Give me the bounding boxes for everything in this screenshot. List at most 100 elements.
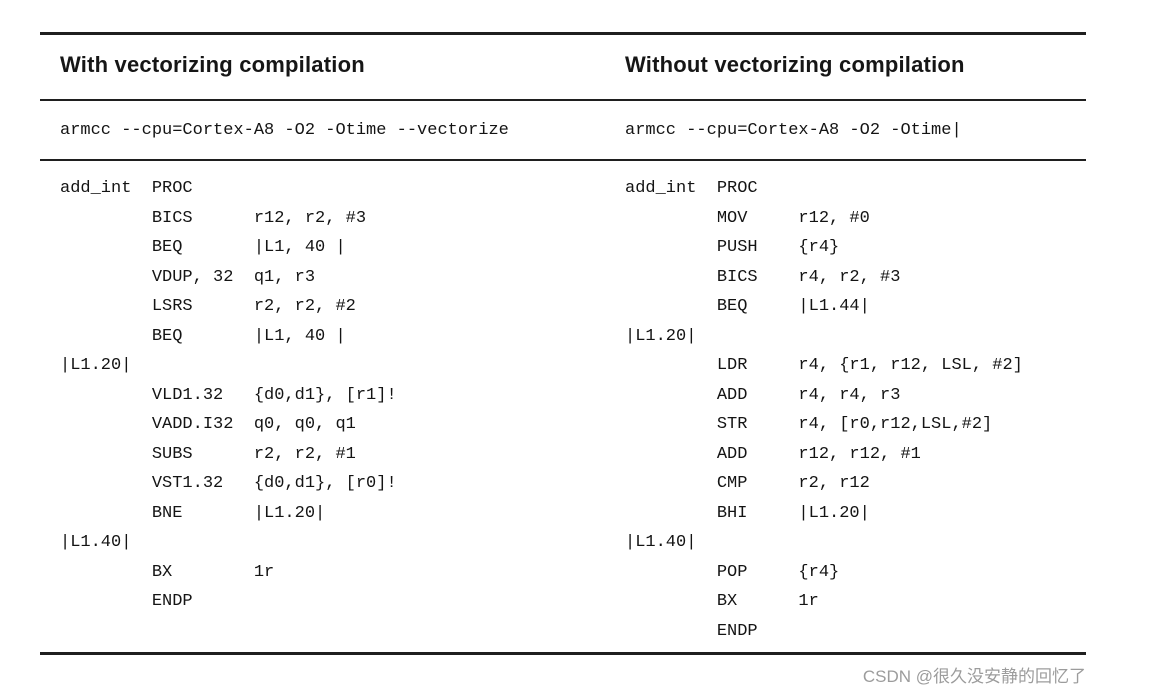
text-cursor: |: [951, 121, 962, 140]
code-mnemonic: CMP: [716, 474, 748, 494]
compiler-command-text: armcc --cpu=Cortex-A8 -O2 -Otime: [625, 121, 952, 140]
code-mnemonic: BEQ: [716, 297, 748, 317]
rule-below-commands: [40, 159, 1086, 161]
code-line: BX 1r: [60, 558, 397, 588]
code-line: BEQ |L1.44|: [625, 292, 1023, 322]
code-mnemonic: VDUP, 32: [151, 267, 234, 287]
code-mnemonic: STR: [716, 415, 748, 435]
code-line: VADD.I32 q0, q0, q1: [60, 410, 397, 440]
code-operands: 1r: [798, 592, 819, 612]
code-operands: |L1.20|: [253, 503, 326, 523]
code-line: BX 1r: [625, 587, 1023, 617]
code-line: BNE |L1.20|: [60, 499, 397, 529]
code-mnemonic: PROC: [151, 179, 193, 199]
code-mnemonic: VLD1.32: [151, 385, 224, 405]
code-line: BICS r4, r2, #3: [625, 263, 1023, 293]
code-label: add_int: [625, 179, 697, 199]
code-line: add_int PROC: [60, 174, 397, 204]
code-operands: |L1.20|: [798, 503, 870, 523]
code-label: |L1.20|: [60, 356, 132, 376]
code-line: BEQ |L1, 40 |: [60, 322, 397, 352]
column-header-with-vectorizing: With vectorizing compilation: [60, 52, 365, 77]
code-operands: |L1, 40 |: [253, 238, 346, 258]
code-mnemonic: BNE: [151, 503, 183, 523]
code-mnemonic: BICS: [151, 208, 193, 228]
code-operands: r4, {r1, r12, LSL, #2]: [798, 356, 1023, 376]
code-mnemonic: SUBS: [151, 444, 193, 464]
compiler-command-vectorize: armcc --cpu=Cortex-A8 -O2 -Otime --vecto…: [60, 121, 509, 140]
code-operands: |L1, 40 |: [253, 326, 346, 346]
code-operands: {d0,d1}, [r0]!: [253, 474, 397, 494]
csdn-watermark: CSDN @很久没安静的回忆了: [862, 667, 1086, 686]
code-operands: 1r: [253, 562, 275, 582]
code-operands: r12, r2, #3: [253, 208, 367, 228]
code-mnemonic: POP: [716, 562, 748, 582]
code-operands: {d0,d1}, [r1]!: [253, 385, 397, 405]
code-line: SUBS r2, r2, #1: [60, 440, 397, 470]
code-mnemonic: BX: [151, 562, 173, 582]
compiler-command-no-vectorize: armcc --cpu=Cortex-A8 -O2 -Otime|: [625, 121, 962, 140]
code-line: |L1.20|: [60, 351, 397, 381]
code-mnemonic: BEQ: [151, 326, 183, 346]
code-operands: r2, r2, #1: [253, 444, 356, 464]
code-label: |L1.40|: [625, 533, 697, 553]
code-mnemonic: LSRS: [151, 297, 193, 317]
code-label: |L1.40|: [60, 533, 132, 553]
code-operands: r12, #0: [798, 208, 870, 228]
code-operands: {r4}: [798, 562, 840, 582]
code-mnemonic: ADD: [716, 444, 748, 464]
code-mnemonic: MOV: [716, 208, 748, 228]
code-mnemonic: ENDP: [716, 621, 758, 641]
code-mnemonic: PUSH: [716, 238, 758, 258]
code-operands: r2, r2, #2: [253, 297, 356, 317]
code-line: BICS r12, r2, #3: [60, 204, 397, 234]
rule-top: [40, 32, 1086, 35]
code-mnemonic: PROC: [716, 179, 758, 199]
code-line: LDR r4, {r1, r12, LSL, #2]: [625, 351, 1023, 381]
code-mnemonic: LDR: [716, 356, 748, 376]
code-line: ADD r4, r4, r3: [625, 381, 1023, 411]
code-label: |L1.20|: [625, 326, 697, 346]
code-line: BEQ |L1, 40 |: [60, 233, 397, 263]
code-operands: q0, q0, q1: [253, 415, 356, 435]
code-line: |L1.40|: [60, 528, 397, 558]
code-mnemonic: BHI: [716, 503, 748, 523]
code-line: |L1.20|: [625, 322, 1023, 352]
assembly-listing-vectorized: add_int PROC BICS r12, r2, #3 BEQ |L1, 4…: [60, 174, 397, 617]
code-line: STR r4, [r0,r12,LSL,#2]: [625, 410, 1023, 440]
code-operands: r12, r12, #1: [798, 444, 921, 464]
code-mnemonic: BX: [716, 592, 738, 612]
rule-bottom: [40, 652, 1086, 655]
assembly-listing-nonvectorized: add_int PROC MOV r12, #0 PUSH {r4} BICS …: [625, 174, 1023, 646]
code-line: MOV r12, #0: [625, 204, 1023, 234]
code-line: BHI |L1.20|: [625, 499, 1023, 529]
code-line: PUSH {r4}: [625, 233, 1023, 263]
code-operands: r4, r4, r3: [798, 385, 901, 405]
code-line: ENDP: [60, 587, 397, 617]
code-operands: r4, r2, #3: [798, 267, 901, 287]
code-mnemonic: VST1.32: [151, 474, 224, 494]
code-line: LSRS r2, r2, #2: [60, 292, 397, 322]
code-line: ENDP: [625, 617, 1023, 647]
code-mnemonic: ENDP: [151, 592, 193, 612]
code-line: add_int PROC: [625, 174, 1023, 204]
code-operands: r2, r12: [798, 474, 870, 494]
code-line: ADD r12, r12, #1: [625, 440, 1023, 470]
code-line: VDUP, 32 q1, r3: [60, 263, 397, 293]
code-line: POP {r4}: [625, 558, 1023, 588]
code-mnemonic: BEQ: [151, 238, 183, 258]
code-line: VST1.32 {d0,d1}, [r0]!: [60, 469, 397, 499]
code-operands: r4, [r0,r12,LSL,#2]: [798, 415, 993, 435]
code-line: |L1.40|: [625, 528, 1023, 558]
code-operands: |L1.44|: [798, 297, 870, 317]
column-header-without-vectorizing: Without vectorizing compilation: [625, 52, 965, 77]
code-mnemonic: ADD: [716, 385, 748, 405]
code-mnemonic: BICS: [716, 267, 758, 287]
code-line: VLD1.32 {d0,d1}, [r1]!: [60, 381, 397, 411]
code-operands: {r4}: [798, 238, 840, 258]
code-operands: q1, r3: [253, 267, 316, 287]
code-line: CMP r2, r12: [625, 469, 1023, 499]
code-mnemonic: VADD.I32: [151, 415, 234, 435]
code-label: add_int: [60, 179, 132, 199]
rule-below-headers: [40, 99, 1086, 101]
